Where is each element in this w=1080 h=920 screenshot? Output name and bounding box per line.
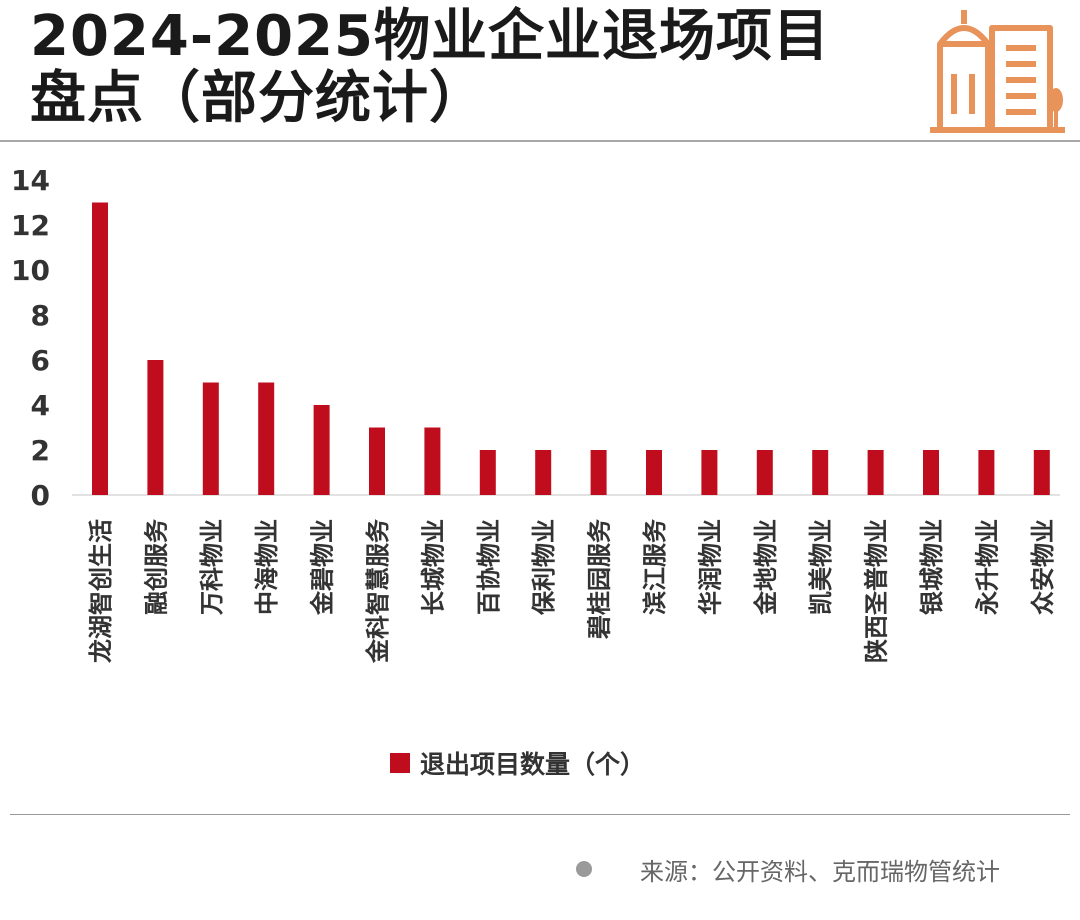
bar [92, 202, 108, 495]
bar [147, 360, 164, 495]
x-tick-label: 万科物业 [198, 519, 226, 615]
chart-legend: 退出项目数量（个） [390, 746, 645, 780]
y-tick-label: 12 [11, 209, 50, 242]
source-text: 来源：公开资料、克而瑞物管统计 [640, 857, 1000, 886]
chart-title: 2024-2025物业企业退场项目 盘点（部分统计） [30, 6, 910, 130]
bar [313, 405, 330, 495]
x-tick-label: 长城物业 [419, 519, 447, 615]
y-tick-label: 14 [11, 164, 50, 197]
source-note: 来源：公开资料、克而瑞物管统计 [576, 852, 1000, 886]
bar-chart: 0 2 4 6 8 10 12 14 龙湖智创生活 融创服务 万科物业 中海物业 金碧物业 金科智慧服务长… [11, 164, 1060, 664]
x-tick-label: 滨江服务 [641, 518, 669, 615]
x-tick-label: 碧桂园服务 [586, 518, 614, 640]
x-tick-label: 银城物业 [918, 519, 946, 615]
bar [701, 450, 718, 495]
bar [812, 450, 829, 495]
x-tick-label: 金碧物业 [309, 519, 337, 616]
top-divider [0, 140, 1080, 142]
bar [369, 427, 385, 495]
legend-swatch [390, 753, 410, 773]
x-tick-label: 融创服务 [142, 518, 170, 615]
x-tick-label: 凯美物业 [807, 519, 835, 615]
bar [424, 427, 441, 495]
legend-label: 退出项目数量（个） [420, 750, 646, 779]
bottom-divider [10, 814, 1070, 815]
x-tick-label: 保利物业 [530, 519, 558, 616]
bar [202, 382, 219, 495]
bar [590, 450, 607, 495]
y-tick-label: 6 [31, 344, 50, 377]
title-line-1: 2024-2025物业企业退场项目 [30, 4, 830, 69]
x-tick-label: 百协物业 [475, 519, 503, 615]
bar [756, 450, 773, 495]
bar [646, 450, 662, 495]
y-tick-label: 10 [11, 254, 50, 287]
bar [978, 450, 995, 495]
bullet-icon [576, 861, 592, 877]
x-tick-label: 众安物业 [1029, 519, 1057, 615]
building-logo-icon [930, 10, 1065, 133]
x-tick-label: 中海物业 [253, 519, 281, 615]
bar [923, 450, 939, 495]
y-tick-label: 4 [31, 389, 50, 422]
x-tick-label: 金科智慧服务 [364, 518, 392, 664]
x-tick-label: 金地物业 [752, 519, 780, 616]
y-tick-label: 8 [31, 299, 50, 332]
x-tick-label: 龙湖智创生活 [87, 519, 115, 663]
title-line-2: 盘点（部分统计） [30, 66, 486, 131]
bar [258, 382, 275, 495]
bar [535, 450, 552, 495]
bar [1033, 450, 1050, 495]
x-tick-label: 永升物业 [973, 519, 1001, 615]
y-tick-label: 2 [31, 434, 50, 467]
x-tick-label: 陕西圣普物业 [863, 519, 891, 663]
x-tick-label: 华润物业 [696, 519, 724, 615]
y-tick-label: 0 [31, 479, 50, 512]
bar [479, 450, 496, 495]
bar [867, 450, 884, 495]
